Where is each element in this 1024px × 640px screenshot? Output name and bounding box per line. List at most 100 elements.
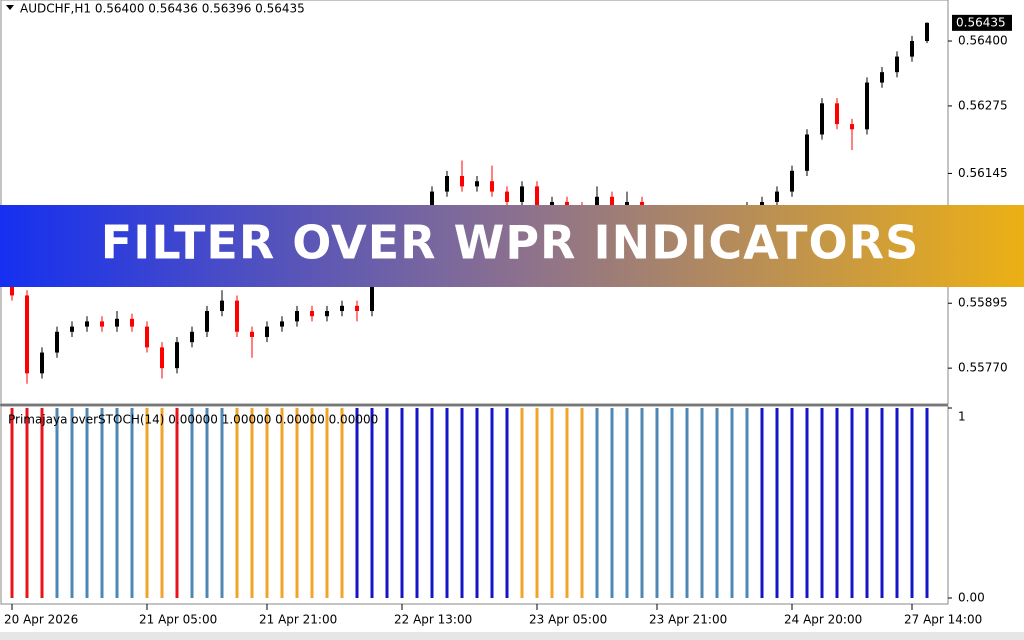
candle-body: [55, 331, 59, 353]
indicator-bar: [130, 408, 134, 598]
indicator-bar: [925, 408, 929, 598]
candle-body: [70, 326, 74, 332]
candle-body: [130, 318, 134, 327]
indicator-bar: [850, 408, 854, 598]
indicator-bar: [160, 408, 164, 598]
candle-body: [925, 22, 929, 42]
y-tick-label: 0.56400: [958, 34, 1008, 48]
indicator-bar: [460, 408, 464, 598]
indicator-bar: [820, 408, 824, 598]
indicator-bar: [520, 408, 524, 598]
candle-body: [280, 321, 284, 327]
indicator-bar: [565, 408, 569, 598]
indicator-label: Primajaya overSTOCH(14) 0.00000 1.00000 …: [8, 413, 378, 427]
candle-body: [295, 311, 299, 322]
indicator-bar: [595, 408, 599, 598]
candle-body: [355, 305, 359, 312]
indicator-bar: [25, 408, 29, 598]
candle-body: [325, 311, 329, 317]
indicator-bar: [370, 408, 374, 598]
candle-body: [520, 186, 524, 202]
indicator-bar: [310, 408, 314, 598]
indicator-bar: [325, 408, 329, 598]
symbol-header: AUDCHF,H1 0.56400 0.56436 0.56396 0.5643…: [20, 2, 305, 16]
indicator-bar: [880, 408, 884, 598]
indicator-bar: [355, 408, 359, 598]
candle-body: [40, 352, 44, 374]
candle-body: [505, 191, 509, 202]
indicator-bar: [640, 408, 644, 598]
candle-body: [205, 311, 209, 332]
candle-body: [475, 181, 479, 187]
candle-body: [535, 186, 539, 213]
candle-body: [805, 134, 809, 171]
indicator-bar: [85, 408, 89, 598]
candle-body: [895, 56, 899, 73]
candle-body: [790, 170, 794, 192]
candle-body: [445, 176, 449, 192]
indicator-bar: [100, 408, 104, 598]
indicator-bar: [490, 408, 494, 598]
indicator-bar: [670, 408, 674, 598]
candle-body: [760, 201, 764, 208]
x-tick-label: 21 Apr 21:00: [259, 613, 337, 627]
x-tick-label: 27 Apr 14:00: [904, 613, 982, 627]
candle-body: [460, 176, 464, 187]
candle-body: [160, 347, 164, 369]
indicator-bar: [445, 408, 449, 598]
indicator-bar: [430, 408, 434, 598]
indicator-bar: [685, 408, 689, 598]
candle-body: [865, 82, 869, 130]
indicator-bar: [265, 408, 269, 598]
indicator-bar: [385, 408, 389, 598]
indicator-bar: [10, 408, 14, 598]
main-panel: [0, 0, 949, 405]
indicator-bar: [760, 408, 764, 598]
indicator-bar: [895, 408, 899, 598]
candle-body: [625, 201, 629, 208]
indicator-bar: [55, 408, 59, 598]
indicator-bar: [415, 408, 419, 598]
indicator-bar: [625, 408, 629, 598]
candle-body: [265, 326, 269, 337]
y-tick-label: 0.56275: [958, 98, 1008, 112]
indicator-bar: [805, 408, 809, 598]
indicator-bar: [220, 408, 224, 598]
candle-body: [310, 311, 314, 317]
indicator-bar: [175, 408, 179, 598]
candle-body: [235, 300, 239, 332]
indicator-bar: [550, 408, 554, 598]
indicator-bar: [205, 408, 209, 598]
candle-body: [220, 300, 224, 312]
indicator-bar: [790, 408, 794, 598]
candle-body: [10, 285, 14, 296]
indicator-bar: [865, 408, 869, 598]
candle-body: [565, 201, 569, 208]
price-label: 0.56435: [956, 15, 1006, 29]
y-tick-label: 0.55895: [958, 296, 1008, 310]
indicator-bar: [610, 408, 614, 598]
x-tick-label: 23 Apr 21:00: [649, 613, 727, 627]
candle-body: [595, 196, 599, 213]
candle-body: [250, 331, 254, 337]
candle-body: [490, 181, 494, 192]
candle-body: [100, 321, 104, 327]
candle-body: [175, 342, 179, 369]
indicator-bar: [775, 408, 779, 598]
x-tick-label: 22 Apr 13:00: [394, 613, 472, 627]
indicator-bar: [700, 408, 704, 598]
indicator-bar: [730, 408, 734, 598]
x-tick-label: 23 Apr 05:00: [529, 613, 607, 627]
x-tick-label: 20 Apr 2026: [4, 613, 78, 627]
x-tick-label: 21 Apr 05:00: [139, 613, 217, 627]
banner: [0, 205, 1024, 287]
candle-body: [775, 191, 779, 202]
candle-body: [880, 72, 884, 83]
indicator-bar: [250, 408, 254, 598]
indicator-bar: [70, 408, 74, 598]
candle-body: [340, 305, 344, 312]
y-tick-label: 0.55770: [958, 361, 1008, 375]
collapse-arrow[interactable]: [6, 5, 14, 10]
indicator-y-tick-label: 1: [958, 410, 966, 424]
status-strip: [0, 632, 1024, 640]
